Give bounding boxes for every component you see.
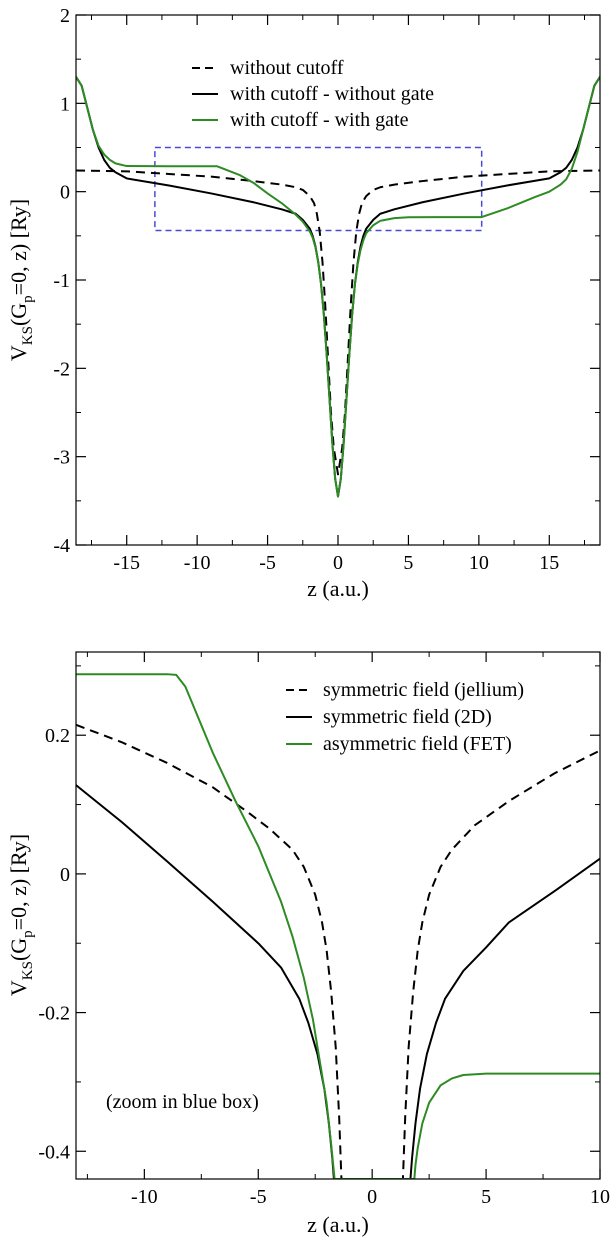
bottom-x-axis-title: z (a.u.): [307, 1212, 369, 1237]
legend-label-symmetric-jellium: symmetric field (jellium): [323, 679, 524, 701]
y-tick-label: 0: [60, 864, 70, 886]
y-tick-label: 0.2: [45, 725, 70, 747]
legend-label-without-cutoff: without cutoff: [230, 57, 344, 79]
series-symmetric-field-jellium: [76, 723, 600, 1179]
series-symmetric-field-2d: [76, 784, 600, 1179]
bottom-plot-frame: [75, 651, 601, 1180]
y-tick-label: -3: [53, 447, 70, 469]
y-tick-label: 1: [60, 93, 70, 115]
series-without-cutoff: [76, 169, 600, 476]
legend-label-symmetric-2d: symmetric field (2D): [323, 706, 492, 728]
y-tick-label: -4: [53, 535, 70, 557]
zoom-box: [154, 146, 483, 232]
y-tick-label: -0.2: [38, 1003, 70, 1025]
legend-label-with-cutoff-with-gate: with cutoff - with gate: [230, 109, 409, 131]
x-tick-label: 10: [590, 1186, 610, 1208]
bottom-series-group: [76, 673, 600, 1179]
x-tick-label: 15: [539, 552, 559, 574]
series-with-cutoff-with-gate: [76, 76, 600, 498]
x-tick-label: 5: [403, 552, 413, 574]
y-tick-label: 0: [60, 182, 70, 204]
series-with-cutoff-without-gate: [76, 76, 600, 498]
top-y-axis-title: VKS(Gp=0, z) [Ry]: [6, 199, 36, 361]
top-legend: without cutoff with cutoff - without gat…: [192, 57, 434, 131]
series-asymmetric-field-fet: [76, 673, 600, 1179]
legend-label-with-cutoff-without-gate: with cutoff - without gate: [230, 83, 434, 105]
x-tick-label: -10: [184, 552, 211, 574]
x-tick-label: 0: [333, 552, 343, 574]
x-tick-label: 0: [367, 1186, 377, 1208]
bottom-tick-labels: -10 -5 0 5 10 -0.4 -0.2 0 0.2: [38, 725, 610, 1208]
top-series-group: [76, 76, 600, 498]
y-tick-label: -2: [53, 358, 70, 380]
x-tick-label: -10: [131, 1186, 158, 1208]
x-tick-label: -15: [113, 552, 140, 574]
y-tick-label: -1: [53, 270, 70, 292]
x-tick-label: -5: [250, 1186, 267, 1208]
bottom-legend: symmetric field (jellium) symmetric fiel…: [286, 679, 524, 755]
x-tick-label: 5: [481, 1186, 491, 1208]
top-plot-frame: [75, 14, 601, 546]
y-tick-label: -0.4: [38, 1141, 70, 1163]
x-tick-label: -5: [259, 552, 276, 574]
legend-label-asymmetric-fet: asymmetric field (FET): [323, 733, 512, 755]
x-tick-label: 10: [469, 552, 489, 574]
y-tick-label: 2: [60, 5, 70, 27]
bottom-y-axis-title: VKS(Gp=0, z) [Ry]: [6, 834, 36, 996]
top-x-axis-title: z (a.u.): [307, 576, 369, 601]
chart-zoom: -10 -5 0 5 10 -0.4 -0.2 0 0.2 symmetric field (j…: [6, 651, 610, 1237]
zoom-annotation: (zoom in blue box): [106, 1091, 259, 1113]
